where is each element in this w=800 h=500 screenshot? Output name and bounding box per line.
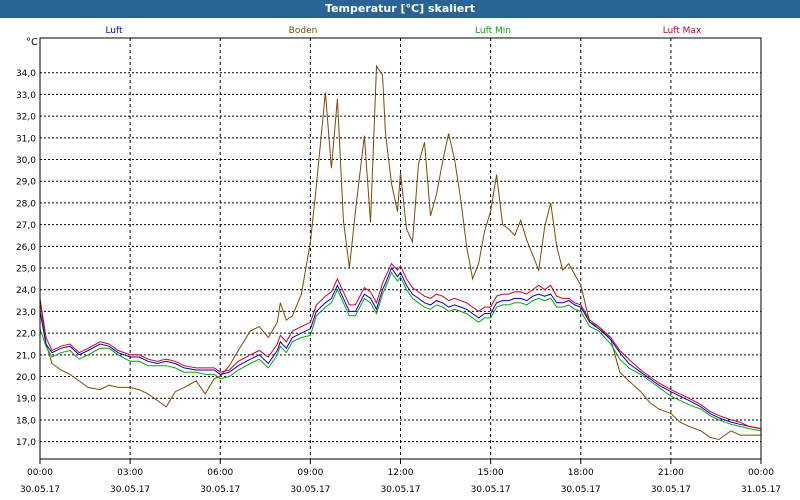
legend-item-boden: Boden — [289, 26, 318, 36]
y-tick-label: 28,0 — [16, 199, 36, 209]
x-tick-time: 09:00 — [297, 468, 323, 478]
x-tick-time: 00:00 — [748, 468, 774, 478]
plot-frame — [39, 37, 762, 460]
y-tick-label: 34,0 — [16, 69, 36, 79]
x-tick-date: 30.05.17 — [380, 485, 420, 495]
y-tick-label: 29,0 — [16, 178, 36, 188]
x-tick-date: 30.05.17 — [471, 485, 511, 495]
y-tick-label: 17,0 — [16, 438, 36, 448]
temperature-chart: Luft Boden Luft Min Luft Max °C 17,0 18,0 19,… — [16, 26, 781, 495]
legend-item-luft-min: Luft Min — [475, 26, 511, 36]
series — [39, 64, 762, 441]
series-line-luft-min — [39, 271, 762, 432]
x-tick-date: 30.05.17 — [561, 485, 601, 495]
x-tick-date: 30.05.17 — [200, 485, 240, 495]
x-tick-date: 30.05.17 — [20, 485, 60, 495]
window-title: Temperatur [°C] skaliert — [0, 0, 800, 18]
y-tick-label: 26,0 — [16, 243, 36, 253]
x-tick-time: 00:00 — [27, 468, 53, 478]
x-tick-date: 30.05.17 — [651, 485, 691, 495]
x-tick-time: 03:00 — [117, 468, 143, 478]
legend-item-luft-max: Luft Max — [663, 26, 702, 36]
x-axis-ticks: 00:00 30.05.17 03:00 30.05.17 06:00 30.05.17 0… — [20, 459, 781, 495]
y-tick-label: 21,0 — [16, 351, 36, 361]
x-tick-date: 31.05.17 — [741, 485, 781, 495]
y-axis-label: °C — [26, 37, 38, 48]
y-tick-label: 27,0 — [16, 221, 36, 231]
y-tick-label: 23,0 — [16, 308, 36, 318]
y-tick-label: 20,0 — [16, 373, 36, 383]
y-tick-label: 32,0 — [16, 113, 36, 123]
series-line-luft-max — [39, 262, 762, 430]
x-tick-date: 30.05.17 — [110, 485, 150, 495]
y-tick-label: 19,0 — [16, 395, 36, 405]
grid — [40, 38, 761, 459]
x-tick-time: 15:00 — [478, 468, 504, 478]
series-line-boden — [39, 64, 761, 441]
y-tick-label: 25,0 — [16, 265, 36, 275]
x-tick-date: 30.05.17 — [290, 485, 330, 495]
legend: Luft Boden Luft Min Luft Max — [105, 26, 702, 36]
y-tick-label: 31,0 — [16, 134, 36, 144]
y-tick-label: 24,0 — [16, 286, 36, 296]
x-tick-time: 06:00 — [207, 468, 233, 478]
legend-item-luft: Luft — [105, 26, 123, 36]
y-tick-label: 22,0 — [16, 330, 36, 340]
series-line-luft — [39, 266, 762, 430]
x-tick-time: 21:00 — [658, 468, 684, 478]
y-tick-label: 18,0 — [16, 416, 36, 426]
y-tick-label: 30,0 — [16, 156, 36, 166]
y-tick-label: 33,0 — [16, 91, 36, 101]
x-tick-time: 18:00 — [568, 468, 594, 478]
y-axis-ticks: 17,0 18,0 19,0 20,0 21,0 22,0 23,0 24,0 25,0 26,0… — [16, 69, 36, 448]
x-tick-time: 12:00 — [388, 468, 414, 478]
